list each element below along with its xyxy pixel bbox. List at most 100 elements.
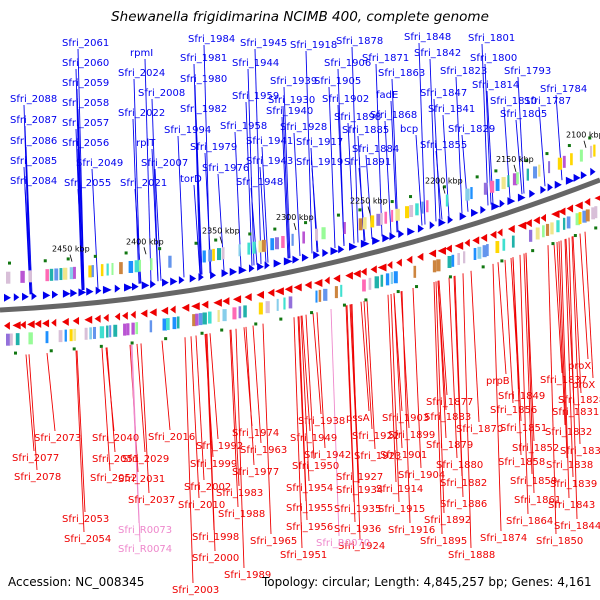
cog-category-bar (149, 320, 153, 333)
reverse-leader-line (462, 273, 472, 549)
cog-category-bar (88, 265, 92, 278)
cog-category-bar (436, 259, 441, 272)
cog-category-bar (73, 328, 77, 341)
forward-gene-arrow (238, 266, 247, 275)
cog-category-bar (63, 267, 68, 280)
reverse-gene-label: Sfri_2077 (12, 453, 59, 464)
forward-leader-line (77, 188, 85, 290)
forward-gene-arrow (438, 218, 446, 227)
forward-gene-label: Sfri_1891 (344, 157, 391, 168)
forward-gene-label: rpmI (130, 48, 153, 59)
cog-category-bar (368, 277, 372, 290)
cog-category-bar (288, 296, 293, 309)
reverse-gene-label: Sfri_1983 (216, 488, 263, 499)
reverse-gene-label: Sfri_1874 (480, 533, 527, 544)
rna-marker (531, 249, 535, 253)
map-title: Shewanella frigidimarina NCIMB 400, comp… (111, 9, 489, 25)
cog-category-bar (507, 175, 510, 188)
reverse-gene-label: Sfri_1992 (196, 441, 243, 452)
cog-category-bar (172, 317, 177, 330)
reverse-leader-line (572, 236, 582, 394)
reverse-gene-label: Sfri_2003 (172, 585, 219, 596)
cog-category-bar (470, 187, 473, 200)
forward-gene-label: Sfri_2086 (10, 136, 57, 147)
cog-category-bar (28, 270, 32, 283)
reverse-gene-label: Sfri_1977 (232, 467, 279, 478)
forward-leader-line (384, 120, 392, 235)
reverse-gene-arrow (304, 280, 312, 289)
cog-category-bar (291, 233, 294, 246)
forward-gene-arrow (283, 257, 293, 266)
forward-gene-arrow (70, 289, 78, 298)
forward-gene-arrow (338, 245, 345, 254)
forward-gene-arrow (189, 274, 197, 283)
forward-gene-label: Sfri_1885 (342, 125, 389, 136)
reverse-gene-label: Sfri_1989 (224, 570, 271, 581)
cog-category-bar (99, 326, 105, 339)
reverse-leader-line (437, 280, 447, 439)
forward-gene-arrow (301, 253, 309, 262)
scale-ticks: 2100 kbp 2150 kbp 2200 kbp 2250 kbp 2300 kbp… (52, 131, 600, 262)
cog-category-bar (109, 325, 112, 338)
cog-category-bar (64, 329, 67, 342)
rna-marker (573, 234, 577, 238)
reverse-gene-label: Sfri_1942 (304, 450, 351, 461)
reverse-gene-label: Sfri_1998 (192, 532, 239, 543)
forward-gene-label: Sfri_1918 (290, 40, 337, 51)
forward-gene-label: Sfri_1847 (420, 88, 467, 99)
reverse-gene-arrow (149, 308, 157, 317)
cog-category-bar (501, 177, 506, 190)
scale-tick-mark (442, 186, 446, 194)
forward-gene-label: Sfri_2022 (118, 108, 165, 119)
reverse-gene-label: Sfri_1955 (286, 503, 333, 514)
cog-category-bar (451, 254, 455, 267)
reverse-gene-label: Sfri_1914 (376, 484, 423, 495)
reverse-leader-line (438, 280, 448, 396)
reverse-gene-label: Sfri_1892 (424, 515, 471, 526)
reverse-gene-label: Sfri_2078 (14, 472, 61, 483)
forward-leader-line (177, 135, 185, 278)
forward-gene-arrow (170, 277, 178, 286)
cog-category-bar (135, 322, 139, 335)
reverse-leader-line (435, 281, 445, 514)
cog-category-bar (384, 211, 388, 224)
reverse-gene-arrow (42, 319, 50, 328)
reverse-gene-arrow (517, 221, 527, 230)
cog-category-bar (221, 247, 225, 260)
reverse-leader-line (184, 337, 194, 584)
reverse-gene-label: Sfri_1901 (380, 450, 427, 461)
cog-category-bar (591, 207, 596, 220)
forward-gene-arrow (480, 205, 486, 214)
forward-gene-label: Sfri_1905 (314, 76, 361, 87)
reverse-gene-label: Sfri_1850 (536, 536, 583, 547)
reverse-gene-arrow (170, 305, 176, 314)
forward-gene-label: Sfri_1871 (362, 53, 409, 64)
cog-category-bar (192, 314, 197, 327)
cog-category-bar (385, 273, 390, 286)
cog-category-bar (123, 323, 127, 336)
forward-gene-arrow (150, 280, 156, 289)
cog-category-bar (91, 265, 94, 278)
reverse-gene-label: Sfri_1851 (500, 423, 547, 434)
rna-marker (214, 238, 218, 242)
cog-category-bar (162, 318, 167, 331)
reverse-leader-line (28, 354, 38, 471)
forward-gene-arrow (62, 289, 71, 298)
cog-category-bar (482, 245, 487, 258)
rna-marker (254, 322, 258, 326)
forward-gene-arrow (102, 285, 112, 294)
cog-category-bar (84, 327, 88, 340)
rna-marker (396, 290, 400, 294)
reverse-gene-arrow (324, 276, 330, 285)
reverse-gene-label: Sfri_1849 (498, 391, 545, 402)
cog-category-bar (542, 225, 545, 238)
cog-category-bar (393, 271, 398, 284)
rna-marker (342, 303, 346, 307)
label-leader-lines (23, 42, 594, 584)
forward-gene-label: Sfri_1959 (232, 91, 279, 102)
forward-gene-label: Sfri_2056 (62, 138, 109, 149)
reverse-gene-arrow (27, 320, 35, 329)
reverse-leader-line (492, 263, 502, 532)
reverse-gene-arrow (574, 201, 583, 210)
rna-marker (545, 152, 549, 156)
